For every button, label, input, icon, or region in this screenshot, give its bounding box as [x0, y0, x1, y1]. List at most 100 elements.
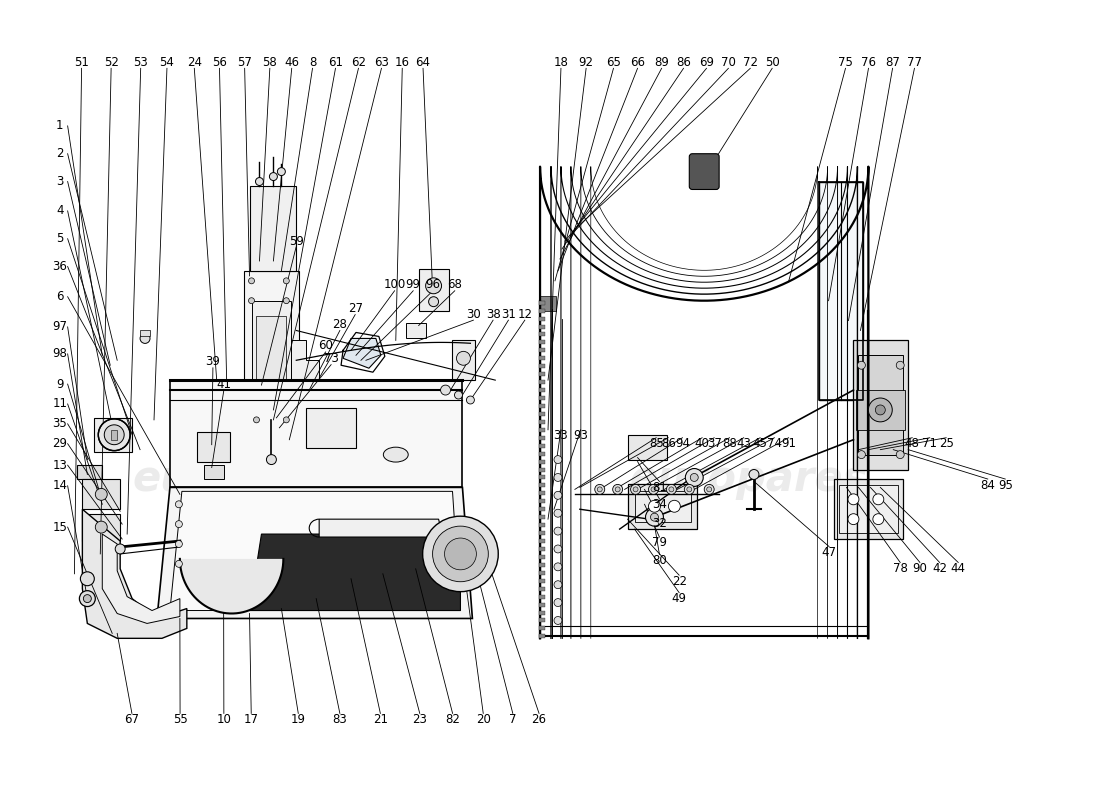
Bar [539, 499, 544, 503]
Polygon shape [838, 486, 899, 533]
Text: 98: 98 [53, 347, 67, 361]
Circle shape [848, 514, 859, 525]
Text: 84: 84 [980, 478, 996, 491]
Text: 51: 51 [74, 56, 89, 69]
Circle shape [249, 298, 254, 304]
Bar [539, 348, 544, 352]
Circle shape [667, 485, 676, 494]
Text: 77: 77 [906, 56, 922, 69]
Circle shape [649, 500, 660, 512]
Text: 17: 17 [244, 713, 258, 726]
Circle shape [649, 485, 659, 494]
Circle shape [704, 485, 714, 494]
Polygon shape [628, 434, 668, 459]
Bar [539, 594, 544, 598]
Text: 46: 46 [284, 56, 299, 69]
Bar [539, 634, 544, 638]
Text: 42: 42 [932, 562, 947, 575]
Text: 19: 19 [290, 713, 306, 726]
Bar [539, 555, 544, 559]
Text: 89: 89 [654, 56, 669, 69]
Circle shape [873, 494, 883, 505]
Text: 64: 64 [416, 56, 430, 69]
Circle shape [554, 598, 562, 606]
Text: 59: 59 [288, 234, 304, 248]
Text: 58: 58 [263, 56, 277, 69]
Circle shape [554, 527, 562, 535]
Text: 63: 63 [374, 56, 389, 69]
Bar [539, 507, 544, 511]
Text: 23: 23 [412, 713, 427, 726]
Circle shape [651, 487, 656, 492]
Text: 71: 71 [922, 437, 937, 450]
Bar [539, 428, 544, 432]
Polygon shape [635, 491, 691, 522]
Polygon shape [252, 301, 292, 410]
Bar [539, 372, 544, 376]
Bar [539, 467, 544, 471]
Text: 62: 62 [351, 56, 366, 69]
Text: 36: 36 [53, 260, 67, 273]
Text: 48: 48 [905, 437, 920, 450]
Polygon shape [343, 338, 381, 368]
Circle shape [873, 514, 883, 525]
Text: 95: 95 [998, 478, 1013, 491]
Text: 88: 88 [722, 437, 737, 450]
Text: 24: 24 [187, 56, 201, 69]
Text: 50: 50 [764, 56, 780, 69]
Circle shape [284, 298, 289, 304]
Circle shape [429, 297, 439, 306]
Bar [539, 412, 544, 416]
Text: 31: 31 [500, 308, 516, 321]
Text: 3: 3 [56, 175, 64, 188]
Circle shape [669, 487, 674, 492]
Polygon shape [834, 479, 903, 539]
Text: 100: 100 [384, 278, 406, 291]
Circle shape [96, 488, 107, 500]
Text: 32: 32 [652, 517, 667, 530]
Text: 13: 13 [53, 458, 67, 472]
Polygon shape [169, 380, 462, 487]
Polygon shape [169, 491, 461, 610]
Text: 30: 30 [466, 308, 481, 321]
Circle shape [868, 398, 892, 422]
Text: 83: 83 [332, 713, 348, 726]
Circle shape [277, 168, 285, 175]
Text: 10: 10 [217, 713, 231, 726]
Bar [140, 330, 150, 337]
Circle shape [255, 178, 264, 186]
Circle shape [876, 405, 886, 415]
Bar [539, 301, 544, 305]
Circle shape [175, 541, 183, 547]
Bar [539, 602, 544, 606]
Circle shape [630, 485, 640, 494]
Bar [539, 578, 544, 582]
Bar [539, 356, 544, 360]
Polygon shape [82, 514, 120, 541]
Circle shape [597, 487, 602, 492]
Text: 1: 1 [56, 119, 64, 133]
Bar [539, 475, 544, 479]
Circle shape [554, 545, 562, 553]
Text: 11: 11 [52, 398, 67, 410]
Text: 54: 54 [160, 56, 175, 69]
FancyBboxPatch shape [690, 154, 719, 190]
Text: 73: 73 [323, 352, 339, 365]
Text: 41: 41 [217, 378, 231, 390]
Circle shape [116, 544, 125, 554]
Text: 18: 18 [553, 56, 569, 69]
Text: 87: 87 [886, 56, 900, 69]
Polygon shape [419, 269, 449, 310]
Circle shape [253, 417, 260, 423]
Circle shape [684, 485, 694, 494]
Bar [539, 309, 544, 313]
Circle shape [706, 487, 712, 492]
Polygon shape [319, 519, 441, 537]
Ellipse shape [383, 447, 408, 462]
Text: 76: 76 [861, 56, 876, 69]
Bar [539, 610, 544, 614]
Bar [539, 515, 544, 519]
Text: 22: 22 [672, 574, 686, 588]
Bar [539, 364, 544, 368]
Text: 75: 75 [838, 56, 853, 69]
